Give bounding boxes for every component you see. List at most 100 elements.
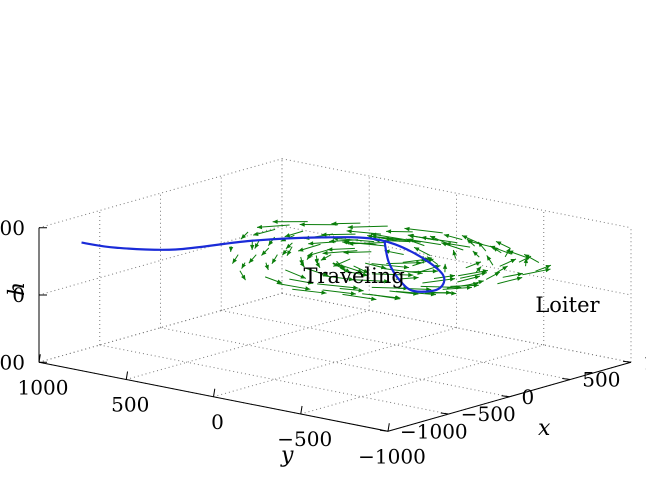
y-tick-mark xyxy=(125,371,129,380)
field-arrow-head xyxy=(285,243,292,249)
field-arrow-shaft xyxy=(398,287,432,290)
field-arrow-head xyxy=(250,244,255,250)
field-arrow-head xyxy=(358,288,364,293)
field-arrow-shaft xyxy=(322,250,358,254)
field-arrow-head xyxy=(443,233,450,239)
field-arrow-head xyxy=(380,265,387,270)
field-arrow-shaft xyxy=(458,269,488,277)
field-arrow-head xyxy=(442,263,448,269)
field-arrow-head xyxy=(414,247,420,252)
field-arrow-head xyxy=(308,241,314,246)
field-arrow-head xyxy=(284,233,291,238)
field-arrow-shaft xyxy=(383,268,423,274)
field-arrow-head xyxy=(426,287,432,292)
field-arrow-shaft xyxy=(317,283,359,289)
field-arrow-head xyxy=(404,226,410,232)
x-tick-label: −1000 xyxy=(400,419,468,443)
field-arrow-head xyxy=(413,275,419,281)
field-arrow-shaft xyxy=(322,289,356,295)
y-tick-mark xyxy=(387,423,390,432)
field-arrow-shaft xyxy=(322,275,355,281)
field-arrow-head xyxy=(502,266,508,271)
z-tick-label: −500 xyxy=(0,350,25,374)
field-arrow-head xyxy=(467,239,473,245)
x-tick-label: 0 xyxy=(522,385,535,409)
field-arrow-head xyxy=(320,256,327,261)
field-arrow-shaft xyxy=(256,224,290,228)
field-arrow-shaft xyxy=(371,235,402,240)
floor-gridline-y xyxy=(213,327,457,398)
field-arrow-head xyxy=(268,240,274,246)
field-arrow-shaft xyxy=(342,293,377,301)
field-arrow-head xyxy=(432,269,438,274)
field-arrow-shaft xyxy=(350,279,390,283)
field-arrow-head xyxy=(386,229,392,234)
trajectory-layer xyxy=(81,236,446,293)
annotation-label: Loiter xyxy=(535,293,600,317)
field-arrow-head xyxy=(299,261,305,268)
field-arrow-head xyxy=(287,250,292,256)
x-tick-mark xyxy=(501,395,510,398)
field-arrow-shaft xyxy=(369,293,400,300)
field-arrow-head xyxy=(241,263,246,269)
field-arrow-head xyxy=(347,224,353,230)
field-arrow-head xyxy=(452,250,457,256)
field-arrow-head xyxy=(315,262,320,268)
sidewall-gridline-z xyxy=(281,292,632,363)
z-tick-label: 0 xyxy=(12,283,25,307)
floor-gridline-x xyxy=(99,344,449,415)
floor-gridline-x xyxy=(160,327,510,398)
field-arrow-shaft xyxy=(386,262,422,265)
field-arrow-head xyxy=(232,258,237,264)
field-arrow-head xyxy=(478,280,484,285)
field-arrow-shaft xyxy=(396,290,437,296)
field-arrow-head xyxy=(408,272,414,278)
field-arrow-head xyxy=(427,256,433,262)
field-arrow-shaft xyxy=(370,233,407,241)
backwall-gridline-z xyxy=(38,158,283,229)
field-arrow-shaft xyxy=(404,227,443,234)
vector-field xyxy=(228,219,552,301)
field-arrow-head xyxy=(357,268,364,274)
field-arrow-head xyxy=(407,233,414,239)
field-arrow-head xyxy=(449,274,456,279)
field-arrow-head xyxy=(451,291,457,296)
field-arrow-shaft xyxy=(408,239,441,246)
field-arrow-head xyxy=(272,219,278,224)
x-tick-mark xyxy=(622,360,632,363)
field-arrow-head xyxy=(241,274,246,281)
field-arrow-head xyxy=(523,257,529,264)
field-arrow-head xyxy=(322,250,328,256)
trajectory-curve xyxy=(81,236,446,293)
field-arrow-head xyxy=(494,272,500,277)
field-arrow-shaft xyxy=(292,288,327,294)
y-tick-label: −1000 xyxy=(358,444,426,468)
x-tick-mark xyxy=(379,429,389,432)
floor-gridline-x xyxy=(221,310,571,380)
field-arrow-head xyxy=(363,268,369,274)
field-arrow-head xyxy=(524,254,530,259)
field-arrow-head xyxy=(461,235,468,240)
field-arrow-head xyxy=(261,250,267,256)
tick-labels: 5000−50010005000−500−100010005000−500−10… xyxy=(0,216,646,469)
field-arrow-head xyxy=(384,279,390,284)
y-tick-mark xyxy=(300,405,303,415)
field-arrow-shaft xyxy=(383,237,421,243)
field-arrow-head xyxy=(254,243,260,249)
field-arrow-head xyxy=(299,222,305,227)
field-arrow-shaft xyxy=(348,241,386,245)
y-tick-label: 500 xyxy=(111,393,149,417)
field-arrow-shaft xyxy=(346,230,382,235)
field-arrow-head xyxy=(496,241,502,246)
sidewall-gridline-z xyxy=(281,158,632,229)
annotations: Traveling Loiter xyxy=(304,264,601,317)
field-arrow-head xyxy=(253,231,259,237)
y-tick-label: −500 xyxy=(277,427,332,451)
field-arrow-head xyxy=(248,257,254,264)
field-arrow-head xyxy=(329,239,335,244)
field-arrow-head xyxy=(516,276,523,281)
z-axis-label: h xyxy=(5,282,30,296)
field-arrow-head xyxy=(348,241,354,246)
field-arrow-head xyxy=(481,271,487,276)
field-arrow-head xyxy=(306,254,312,260)
